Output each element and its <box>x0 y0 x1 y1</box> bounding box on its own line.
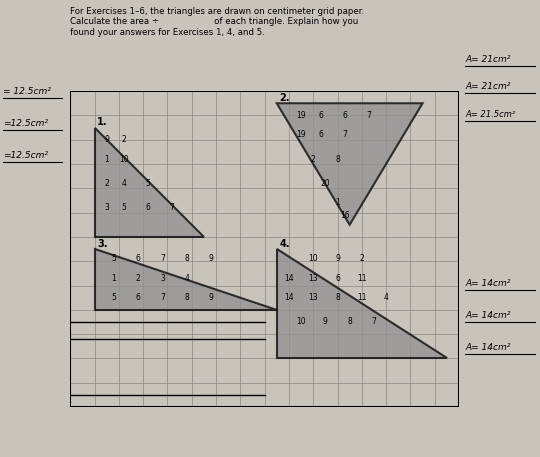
Polygon shape <box>94 128 204 237</box>
Text: A= 21cm²: A= 21cm² <box>465 82 511 91</box>
Text: 7: 7 <box>342 130 347 139</box>
Text: 7: 7 <box>367 111 372 120</box>
Text: 6: 6 <box>335 274 340 283</box>
Text: 2: 2 <box>122 135 126 144</box>
Text: 9: 9 <box>208 254 214 263</box>
Polygon shape <box>277 103 423 225</box>
Polygon shape <box>94 249 277 310</box>
Text: 11: 11 <box>357 293 367 302</box>
Text: 7: 7 <box>372 318 376 326</box>
Text: = 12.5cm²: = 12.5cm² <box>3 87 51 96</box>
Text: 2: 2 <box>311 154 315 164</box>
Text: 13: 13 <box>308 293 318 302</box>
Text: 2: 2 <box>136 274 140 283</box>
Text: 6: 6 <box>136 254 141 263</box>
Text: A= 14cm²: A= 14cm² <box>465 343 511 352</box>
Text: 1: 1 <box>335 198 340 207</box>
Text: 5: 5 <box>145 179 151 188</box>
Text: 4: 4 <box>121 179 126 188</box>
Text: 3.: 3. <box>97 239 107 249</box>
Text: 4.: 4. <box>279 239 289 249</box>
Text: 3: 3 <box>160 274 165 283</box>
Text: 8: 8 <box>335 293 340 302</box>
Text: 14: 14 <box>284 274 294 283</box>
Text: 3: 3 <box>104 203 109 212</box>
Text: 1.: 1. <box>97 117 107 127</box>
Text: 6: 6 <box>136 293 141 302</box>
Text: 5: 5 <box>111 254 117 263</box>
Text: 2: 2 <box>104 179 109 188</box>
Text: 4: 4 <box>184 274 190 283</box>
Text: 10: 10 <box>119 154 129 164</box>
Text: 2.: 2. <box>279 93 289 103</box>
Text: 9: 9 <box>208 293 214 302</box>
Text: For Exercises 1–6, the triangles are drawn on centimeter grid paper.: For Exercises 1–6, the triangles are dra… <box>70 7 364 16</box>
Text: 13: 13 <box>308 274 318 283</box>
Text: A= 21.5cm²: A= 21.5cm² <box>465 110 516 119</box>
Polygon shape <box>277 249 447 358</box>
Text: 8: 8 <box>185 254 189 263</box>
Text: 9: 9 <box>104 135 109 144</box>
Text: A= 14cm²: A= 14cm² <box>465 311 511 320</box>
Text: 19: 19 <box>296 111 306 120</box>
Text: 5: 5 <box>121 203 126 212</box>
Text: 6: 6 <box>318 111 323 120</box>
Text: 4: 4 <box>383 293 389 302</box>
Text: 8: 8 <box>335 154 340 164</box>
Text: 2: 2 <box>360 254 364 263</box>
Text: Calculate the area ÷                    of each triangle. Explain how you: Calculate the area ÷ of each triangle. E… <box>70 17 359 27</box>
Text: 10: 10 <box>308 254 318 263</box>
Text: 9: 9 <box>323 318 328 326</box>
Text: found your answers for Exercises 1, 4, and 5.: found your answers for Exercises 1, 4, a… <box>70 28 265 37</box>
Text: 19: 19 <box>296 130 306 139</box>
Text: 6: 6 <box>318 130 323 139</box>
Text: 20: 20 <box>321 179 330 188</box>
Text: 10: 10 <box>296 318 306 326</box>
Text: 5: 5 <box>111 293 117 302</box>
Text: 6: 6 <box>342 111 347 120</box>
Text: A= 14cm²: A= 14cm² <box>465 279 511 288</box>
Text: =12.5cm²: =12.5cm² <box>3 119 48 128</box>
Text: 7: 7 <box>160 254 165 263</box>
Text: 7: 7 <box>160 293 165 302</box>
Text: 11: 11 <box>357 274 367 283</box>
Text: 1: 1 <box>112 274 116 283</box>
Text: 14: 14 <box>284 293 294 302</box>
Text: 16: 16 <box>340 211 349 219</box>
Text: 6: 6 <box>145 203 151 212</box>
Text: 7: 7 <box>170 203 175 212</box>
Text: 9: 9 <box>335 254 340 263</box>
Text: =12.5cm²: =12.5cm² <box>3 151 48 160</box>
Text: A= 21cm²: A= 21cm² <box>465 55 511 64</box>
Text: 8: 8 <box>185 293 189 302</box>
Text: 8: 8 <box>347 318 352 326</box>
Text: 1: 1 <box>104 154 109 164</box>
